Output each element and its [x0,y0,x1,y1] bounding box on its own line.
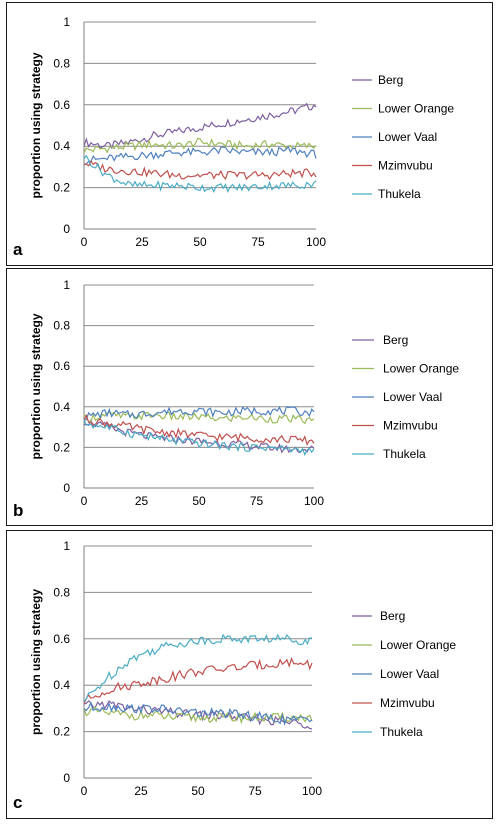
legend-label: Thukela [378,187,421,201]
y-tick-label: 0.6 [53,632,70,646]
x-tick-label: 0 [81,494,88,508]
x-tick-label: 75 [248,784,262,798]
chart-svg-c: 0 0.2 0.4 0.6 0.8 1 0 25 50 75 100 proportion using… [29,539,456,798]
series-line-lower-vaal [83,145,317,166]
series-line-mzimvubu [83,160,317,181]
x-tick-label: 25 [135,235,149,249]
x-tick-label: 0 [81,784,88,798]
series-line-berg [83,700,313,730]
x-tick-label: 100 [304,494,324,508]
legend-label: Lower Orange [378,102,454,116]
panel-letter-c: c [13,793,23,812]
legend-label: Berg [383,333,408,347]
y-tick-label: 1 [63,539,70,553]
legend-label: Thukela [380,725,423,739]
chart-panel-c: 0 0.2 0.4 0.6 0.8 1 0 25 50 75 100 proportion using… [6,530,493,819]
y-tick-label: 0.8 [53,585,70,599]
y-tick-label: 0.8 [53,319,70,333]
x-tick-label: 100 [306,235,326,249]
series-line-thukela [83,633,312,702]
y-tick-label: 0.4 [53,139,70,153]
x-tick-label: 50 [192,494,206,508]
panel-letter-a: a [13,240,23,259]
y-tick-label: 0 [63,481,70,495]
legend-label: Lower Orange [380,638,456,652]
x-tick-label: 50 [193,235,207,249]
y-tick-label: 0 [63,222,70,236]
y-axis-label: proportion using strategy [29,52,43,198]
legend-label: Lower Vaal [380,667,439,681]
y-tick-label: 0.2 [53,440,70,454]
x-tick-label: 25 [135,494,149,508]
legend-label: Mzimvubu [383,419,438,433]
series-line-mzimvubu [83,413,315,446]
x-tick-label: 100 [302,784,322,798]
x-tick-label: 75 [251,235,265,249]
chart-panel-b: 0 0.2 0.4 0.6 0.8 1 0 25 50 75 100 proportion using… [6,268,493,526]
series-line-berg [83,102,317,150]
legend-label: Lower Vaal [378,130,437,144]
y-axis-label: proportion using strategy [29,313,43,459]
x-tick-label: 25 [134,784,148,798]
legend-label: Lower Vaal [383,390,442,404]
y-tick-label: 0.2 [53,725,70,739]
legend-label: Mzimvubu [378,159,433,173]
chart-panel-a: 0 0.2 0.4 0.6 0.8 1 0 25 50 75 100 proportion using… [6,2,493,266]
series-line-lower-vaal [83,406,315,421]
series-line-lower-vaal [83,701,313,727]
y-tick-label: 0 [63,771,70,785]
series-line-thukela [83,419,315,457]
legend-label: Mzimvubu [380,696,435,710]
series-line-thukela [83,154,317,194]
y-tick-label: 1 [63,15,70,29]
legend-label: Berg [380,609,405,623]
y-tick-label: 0.6 [53,359,70,373]
y-tick-label: 0.4 [53,400,70,414]
y-axis-label: proportion using strategy [29,589,43,735]
chart-svg-b: 0 0.2 0.4 0.6 0.8 1 0 25 50 75 100 proportion using… [29,278,459,508]
panel-letter-b: b [13,501,24,520]
series-line-lower-orange [83,137,317,154]
x-tick-label: 0 [81,235,88,249]
y-tick-label: 0.4 [53,678,70,692]
series-line-mzimvubu [83,657,313,704]
legend-label: Lower Orange [383,362,459,376]
legend-label: Berg [378,73,403,87]
y-tick-label: 0.6 [53,98,70,112]
legend-label: Thukela [383,447,426,461]
x-tick-label: 75 [250,494,264,508]
y-tick-label: 0.8 [53,56,70,70]
x-tick-label: 50 [191,784,205,798]
chart-svg-a: 0 0.2 0.4 0.6 0.8 1 0 25 50 75 100 proportion using… [29,15,454,249]
series-line-lower-orange [83,411,315,425]
y-tick-label: 1 [63,278,70,292]
y-tick-label: 0.2 [53,181,70,195]
